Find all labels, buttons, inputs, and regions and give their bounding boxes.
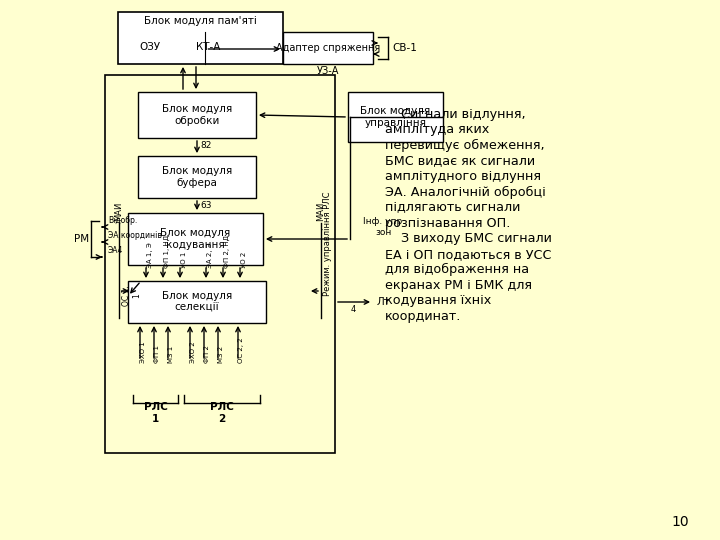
Bar xyxy=(105,75,335,453)
Text: Адаптер спряження: Адаптер спряження xyxy=(276,43,380,53)
Text: МАИ: МАИ xyxy=(317,201,325,221)
Bar xyxy=(128,213,263,265)
Bar xyxy=(138,92,256,138)
Text: КТ-А: КТ-А xyxy=(196,42,220,52)
Text: РМ: РМ xyxy=(74,234,89,244)
Bar xyxy=(348,92,443,142)
Text: 82: 82 xyxy=(200,140,212,150)
Text: ЭА 1, Э: ЭА 1, Э xyxy=(147,242,153,268)
Bar xyxy=(283,32,373,64)
Text: УО 2: УО 2 xyxy=(241,252,247,268)
Text: Інф. упр.
зон: Інф. упр. зон xyxy=(363,217,405,237)
Text: УО 1: УО 1 xyxy=(181,252,187,268)
Bar xyxy=(128,281,266,323)
Text: ФП 1: ФП 1 xyxy=(154,345,160,363)
Text: ЭА4: ЭА4 xyxy=(108,246,123,255)
Text: ЭА 2, Э: ЭА 2, Э xyxy=(207,242,213,268)
Text: Лт: Лт xyxy=(377,297,391,307)
Text: Блок модуля
селекції: Блок модуля селекції xyxy=(162,291,232,313)
Text: Блок модуля
обробки: Блок модуля обробки xyxy=(162,104,232,126)
Text: ФП 2: ФП 2 xyxy=(204,345,210,363)
Text: МАИ: МАИ xyxy=(114,201,124,221)
Text: СВ-1: СВ-1 xyxy=(392,43,417,53)
Text: РЛС
2: РЛС 2 xyxy=(210,402,234,424)
Text: Блок модуля
кодування: Блок модуля кодування xyxy=(161,228,230,250)
Text: ОС 1,
1: ОС 1, 1 xyxy=(122,286,142,306)
Text: ФП 2, НД: ФП 2, НД xyxy=(224,235,230,268)
Text: Блок модуля пам'яті: Блок модуля пам'яті xyxy=(144,16,257,26)
Text: ФП 1, НД: ФП 1, НД xyxy=(164,235,170,268)
Text: 4: 4 xyxy=(351,305,356,314)
Text: Режим. управління РЛС: Режим. управління РЛС xyxy=(323,192,333,296)
Text: УЗ-А: УЗ-А xyxy=(317,66,339,76)
Text: Сигнали відлуння,
амплітуда яких
перевищує обмеження,
БМС видає як сигнали
амплі: Сигнали відлуння, амплітуда яких перевищ… xyxy=(385,108,552,323)
Text: Відобр.: Відобр. xyxy=(108,216,138,225)
Text: 63: 63 xyxy=(200,200,212,210)
Text: 10: 10 xyxy=(671,515,689,529)
Text: Блок модуля
управління: Блок модуля управління xyxy=(361,106,431,128)
Text: МЗ 2: МЗ 2 xyxy=(218,346,224,363)
Text: РЛС
1: РЛС 1 xyxy=(143,402,168,424)
Text: ЭА координів: ЭА координів xyxy=(108,231,162,240)
Text: МЗ 1: МЗ 1 xyxy=(168,346,174,363)
Text: Блок модуля
буфера: Блок модуля буфера xyxy=(162,166,232,188)
Text: ЭХО 1: ЭХО 1 xyxy=(140,341,146,363)
Text: ОС 2, 2: ОС 2, 2 xyxy=(238,338,244,363)
Text: ОЗУ: ОЗУ xyxy=(140,42,161,52)
Bar xyxy=(118,12,283,64)
Text: ЭХО 2: ЭХО 2 xyxy=(190,341,196,363)
Bar xyxy=(138,156,256,198)
